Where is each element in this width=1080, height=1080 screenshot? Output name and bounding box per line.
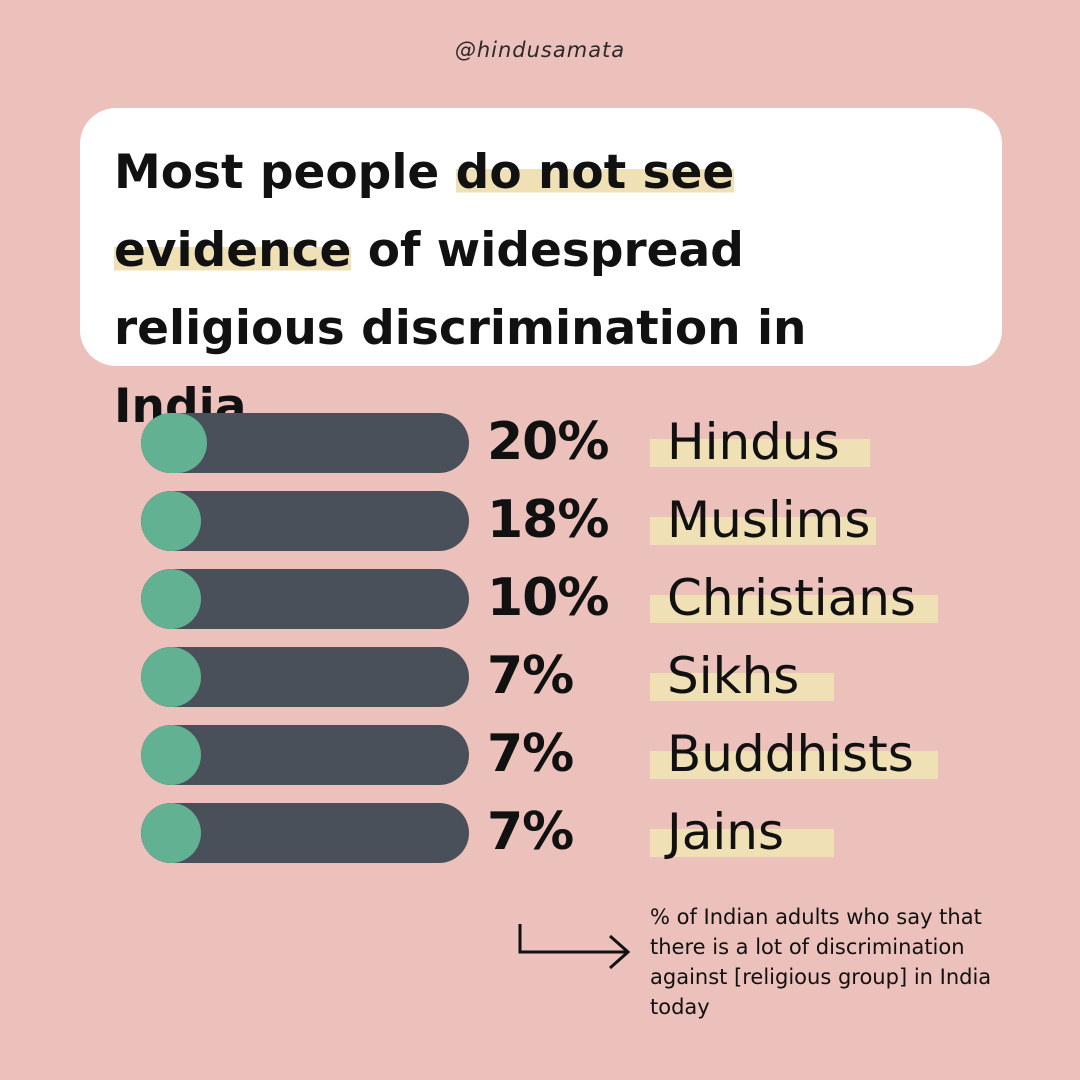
value-label: 10%	[487, 568, 609, 628]
category-highlight	[650, 673, 834, 701]
category-label: Buddhists	[667, 725, 914, 783]
bar-track	[141, 725, 469, 785]
bar-track	[141, 647, 469, 707]
category-highlight	[650, 595, 938, 623]
bar-fill	[141, 647, 201, 707]
category-highlight	[650, 517, 876, 545]
bar-row: 7% Jains	[0, 802, 1080, 863]
bar-row: 10% Christians	[0, 568, 1080, 629]
category-highlight	[650, 829, 834, 857]
chart-footnote: % of Indian adults who say that there is…	[650, 905, 992, 1019]
category-label: Christians	[667, 569, 916, 627]
category-highlight	[650, 439, 870, 467]
value-label: 7%	[487, 724, 574, 784]
value-label: 18%	[487, 490, 609, 550]
bar-fill	[141, 569, 201, 629]
value-label: 20%	[487, 412, 609, 472]
bar-row: 7% Buddhists	[0, 724, 1080, 785]
category-label: Muslims	[667, 491, 871, 549]
category-label: Hindus	[667, 413, 840, 471]
headline-part-1: Most people	[114, 145, 456, 200]
bar-fill	[141, 725, 201, 785]
category-highlight	[650, 751, 938, 779]
bar-fill	[141, 491, 201, 551]
category-label: Jains	[667, 803, 785, 861]
category-label: Sikhs	[667, 647, 800, 705]
bar-fill	[141, 803, 201, 863]
bar-track	[141, 491, 469, 551]
arrow-right-icon	[518, 924, 631, 970]
bar-track	[141, 803, 469, 863]
headline-card: Most people do not see evidence of wides…	[80, 108, 1002, 434]
value-label: 7%	[487, 802, 574, 862]
headline-part-2: of widespread religious discrimination i…	[114, 223, 807, 434]
bar-track	[141, 569, 469, 629]
value-label: 7%	[487, 646, 574, 706]
headline: Most people do not see evidence of wides…	[114, 134, 972, 446]
account-handle: @hindusamata	[454, 38, 626, 62]
bar-row: 18% Muslims	[0, 490, 1080, 551]
bar-row: 7% Sikhs	[0, 646, 1080, 707]
bar-track	[141, 413, 469, 473]
bar-fill	[141, 413, 207, 473]
bar-row: 20% Hindus	[0, 412, 1080, 473]
